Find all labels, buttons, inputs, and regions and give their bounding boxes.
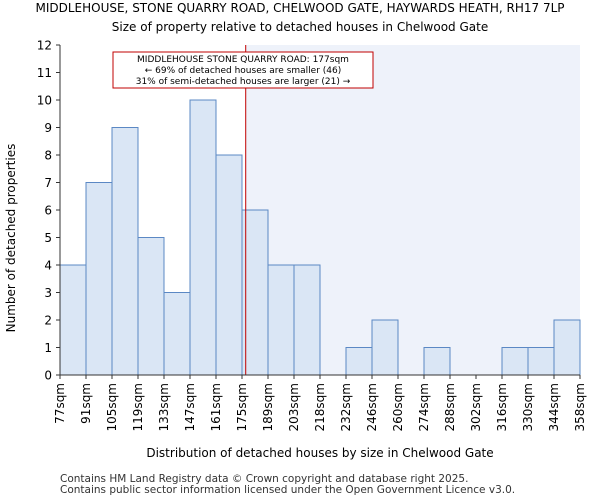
bar-105sqm (111, 127, 139, 376)
x-tick-label-203sqm: 203sqm (287, 383, 301, 431)
x-tick-label-161sqm: 161sqm (209, 383, 223, 431)
y-tick-label: 10 (37, 94, 52, 108)
annotation-line-3: 31% of semi-detached houses are larger (… (136, 77, 351, 87)
x-tick-label-119sqm: 119sqm (131, 383, 145, 431)
x-tick-label-260sqm: 260sqm (391, 383, 405, 431)
x-tick-label-189sqm: 189sqm (261, 383, 275, 431)
x-tick-label-246sqm: 246sqm (365, 383, 379, 431)
bar-189sqm (267, 264, 295, 376)
y-tick-label: 6 (44, 204, 52, 218)
x-tick-label-147sqm: 147sqm (183, 383, 197, 431)
bar-316sqm (501, 347, 529, 376)
y-tick-label: 3 (44, 286, 52, 300)
x-axis: 77sqm 91sqm 105sqm 119sqm 133sqm 147sqm 161sqm… (53, 374, 587, 431)
y-axis-label: Number of detached properties (4, 144, 18, 333)
annotation-line-2: ← 69% of detached houses are smaller (46… (145, 66, 342, 76)
x-tick-label-218sqm: 218sqm (313, 383, 327, 431)
y-tick-label: 5 (44, 231, 52, 245)
annotation-line-1: MIDDLEHOUSE STONE QUARRY ROAD: 177sqm (137, 55, 349, 65)
footer-line-1: Contains HM Land Registry data © Crown c… (60, 473, 469, 485)
x-tick-label-358sqm: 358sqm (573, 383, 587, 431)
chart-subtitle: Size of property relative to detached ho… (112, 20, 488, 34)
y-tick-label: 1 (44, 341, 52, 355)
x-tick-label-133sqm: 133sqm (157, 383, 171, 431)
bar-161sqm (215, 154, 243, 376)
bar-175sqm (241, 209, 269, 376)
y-tick-label: 8 (44, 149, 52, 163)
x-tick-label-344sqm: 344sqm (547, 383, 561, 431)
bar-77sqm (59, 264, 87, 376)
y-tick-label: 12 (37, 39, 52, 53)
bar-330sqm (527, 347, 555, 376)
y-tick-label: 0 (44, 369, 52, 383)
x-tick-label-302sqm: 302sqm (469, 383, 483, 431)
bar-119sqm (137, 237, 165, 376)
x-axis-label: Distribution of detached houses by size … (146, 446, 493, 460)
x-tick-label-77sqm: 77sqm (53, 383, 67, 424)
y-tick-label: 11 (37, 66, 52, 80)
x-tick-label-274sqm: 274sqm (417, 383, 431, 431)
x-tick-label-232sqm: 232sqm (339, 383, 353, 431)
y-tick-label: 2 (44, 314, 52, 328)
annotation-box (112, 51, 374, 89)
bar-344sqm (553, 319, 581, 376)
bar-147sqm (189, 99, 217, 376)
bar-group (59, 99, 581, 376)
footer-line-2: Contains public sector information licen… (60, 484, 516, 496)
x-tick-label-316sqm: 316sqm (495, 383, 509, 431)
y-tick-label: 9 (44, 121, 52, 135)
y-tick-label: 7 (44, 176, 52, 190)
bar-203sqm (293, 264, 321, 376)
chart-title: MIDDLEHOUSE, STONE QUARRY ROAD, CHELWOOD… (35, 1, 564, 15)
y-tick-label: 4 (44, 259, 52, 273)
bar-91sqm (85, 182, 113, 376)
x-tick-label-288sqm: 288sqm (443, 383, 457, 431)
bar-133sqm (163, 292, 191, 376)
x-tick-label-330sqm: 330sqm (521, 383, 535, 431)
x-tick-label-105sqm: 105sqm (105, 383, 119, 431)
x-tick-label-91sqm: 91sqm (79, 383, 93, 424)
bar-274sqm (423, 347, 451, 376)
bar-232sqm (345, 347, 373, 376)
bar-246sqm (371, 319, 399, 376)
x-tick-label-175sqm: 175sqm (235, 383, 249, 431)
